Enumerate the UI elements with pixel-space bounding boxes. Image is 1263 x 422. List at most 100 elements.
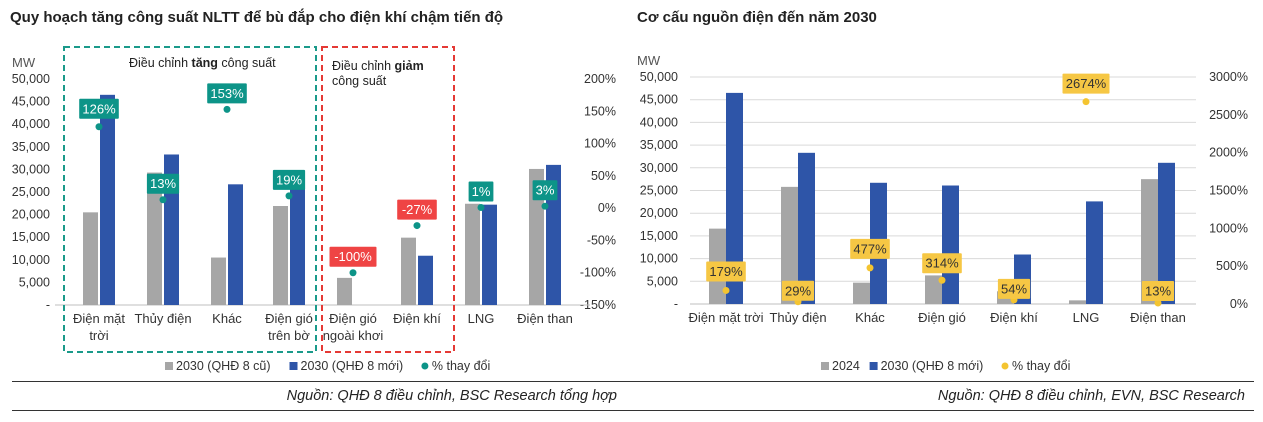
- c2-pct-point: [1082, 98, 1090, 106]
- chart2-source: Nguồn: QHĐ 8 điều chỉnh, EVN, BSC Resear…: [937, 388, 1245, 404]
- c2-pct-point: [1154, 299, 1162, 307]
- c1-y-tick: 10,000: [12, 253, 50, 267]
- c2-legend-text: 2030 (QHĐ 8 mới): [881, 359, 984, 373]
- c1-unit-label: MW: [12, 55, 36, 70]
- c1-y-tick: 45,000: [12, 95, 50, 109]
- c2-y2-tick: 2500%: [1209, 108, 1248, 122]
- c1-pct-point: [413, 222, 421, 230]
- c2-y2-tick: 0%: [1230, 297, 1248, 311]
- c1-x-label: Khác: [212, 311, 242, 326]
- c2-bar-b: [798, 152, 815, 304]
- c1-pct-label-box: [329, 246, 377, 267]
- c1-y-tick: 40,000: [12, 117, 50, 131]
- c1-pct-label: 19%: [276, 172, 302, 187]
- c2-y2-tick: 1000%: [1209, 221, 1248, 235]
- c1-legend-swatch: [165, 362, 173, 370]
- c2-pct-label-box: [1062, 73, 1110, 94]
- c2-y-tick: 20,000: [640, 206, 678, 220]
- c1-pct-label: -100%: [334, 249, 372, 264]
- c1-y-tick: 5,000: [19, 275, 50, 289]
- c1-y2-tick: -150%: [580, 298, 616, 312]
- c2-legend-swatch: [869, 362, 878, 370]
- c2-bar-b: [1158, 162, 1175, 304]
- c2-x-label: LNG: [1073, 310, 1100, 325]
- decrease-box-label-line2: công suất: [332, 74, 387, 88]
- c1-pct-label: 126%: [82, 101, 116, 116]
- c1-bar-a: [147, 172, 162, 305]
- c2-legend-dot: [1001, 362, 1009, 370]
- c1-pct-label-box: [207, 83, 247, 104]
- c1-pct-label: 1%: [472, 184, 491, 199]
- c1-y2-tick: -100%: [580, 266, 616, 280]
- c1-y-tick: 25,000: [12, 185, 50, 199]
- c2-pct-label-box: [706, 261, 746, 282]
- c1-x-label: trên bờ: [268, 328, 310, 343]
- c2-y-tick: 25,000: [640, 184, 678, 198]
- increase-box: [63, 46, 317, 353]
- c1-x-label: ngoài khơi: [323, 328, 384, 343]
- c1-x-label: Điện khí: [393, 311, 441, 326]
- c1-legend-text: 2030 (QHĐ 8 mới): [301, 359, 404, 373]
- c2-unit-label: MW: [637, 53, 661, 68]
- chart2-title: Cơ cấu nguồn điện đến năm 2030: [637, 9, 877, 26]
- c1-y2-tick: 150%: [584, 104, 616, 118]
- c1-bar-a: [83, 212, 98, 305]
- c2-pct-label-box: [1141, 281, 1175, 302]
- c2-pct-label: 314%: [925, 256, 959, 271]
- c1-y-tick: 50,000: [12, 72, 50, 86]
- c2-pct-label: 29%: [785, 283, 811, 298]
- c1-pct-label-box: [146, 173, 180, 194]
- c2-x-label: Điện gió: [918, 310, 966, 325]
- c1-x-label: Thủy điện: [134, 311, 191, 326]
- c2-bar-a: [1069, 300, 1086, 304]
- c1-pct-label-box: [79, 98, 119, 119]
- c2-pct-label-box: [850, 238, 890, 259]
- c2-pct-label: 477%: [853, 241, 887, 256]
- c1-pct-point: [223, 105, 231, 113]
- c1-pct-label-box: [468, 181, 494, 202]
- c1-pct-point: [159, 196, 167, 204]
- c1-y2-tick: -50%: [587, 233, 616, 247]
- c1-x-label: Điện gió: [329, 311, 377, 326]
- c1-x-label: Điện mặt: [73, 311, 125, 326]
- c2-bar-a: [1141, 179, 1158, 304]
- c2-x-label: Điện mặt trời: [689, 310, 764, 325]
- c1-y-tick: 35,000: [12, 140, 50, 154]
- c1-y-tick: 20,000: [12, 208, 50, 222]
- c1-bar-a: [465, 203, 480, 305]
- c1-legend-text: 2030 (QHĐ 8 cũ): [176, 359, 270, 373]
- chart1-source: Nguồn: QHĐ 8 điều chỉnh, BSC Research tổ…: [286, 388, 617, 404]
- c1-pct-point: [477, 203, 485, 211]
- c1-bar-b: [418, 255, 433, 305]
- decrease-box-label: Điều chỉnh giảm: [332, 59, 424, 73]
- c1-bar-a: [401, 237, 416, 305]
- c2-bar-a: [925, 275, 942, 304]
- c2-pct-label-box: [922, 253, 962, 274]
- c1-pct-label: 13%: [150, 176, 176, 191]
- c1-pct-point: [349, 269, 357, 277]
- c2-bar-b: [942, 185, 959, 304]
- c2-y2-tick: 500%: [1216, 259, 1248, 273]
- c2-pct-label: 13%: [1145, 284, 1171, 299]
- c2-bar-b: [1086, 201, 1103, 304]
- c2-x-label: Thủy điện: [769, 310, 826, 325]
- chart1-plot: MW - 5,000 10,000 15,000 20,000 25,000 30,000 35…: [12, 46, 616, 373]
- source-top-rule: [12, 381, 1254, 382]
- c2-pct-point: [866, 264, 874, 272]
- c2-x-label: Khác: [855, 310, 885, 325]
- c1-bar-b: [482, 204, 497, 305]
- c1-pct-point: [285, 192, 293, 200]
- c2-y-tick: 5,000: [647, 274, 678, 288]
- c1-bar-a: [337, 277, 352, 305]
- c1-pct-label-box: [532, 180, 558, 201]
- c2-pct-label-box: [781, 280, 815, 301]
- c1-pct-label: 153%: [210, 86, 244, 101]
- chart2-plot: MW - 5,000 10,000 15,000 20,000 25,000 30,000 35…: [637, 53, 1248, 373]
- chart1-title: Quy hoạch tăng công suất NLTT để bù đắp …: [10, 9, 504, 26]
- c1-bar-b: [228, 184, 243, 305]
- c2-y2-tick: 2000%: [1209, 146, 1248, 160]
- c2-y-tick: -: [674, 297, 678, 311]
- c2-x-label: Điện khí: [990, 310, 1038, 325]
- c1-bar-b: [290, 187, 305, 305]
- c1-pct-label-box: [397, 199, 437, 220]
